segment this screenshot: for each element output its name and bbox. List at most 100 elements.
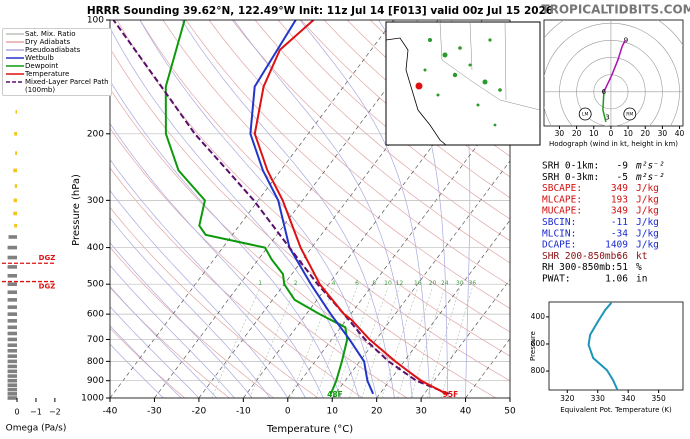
dry-adiabat [277, 20, 510, 220]
param-label: RH 300-850mb: [542, 262, 616, 273]
param-unit: % [636, 262, 642, 273]
omega-bar [7, 364, 18, 369]
x-tick-label: 30 [658, 129, 668, 138]
legend-swatch [6, 57, 24, 59]
height-label: 9 [624, 37, 628, 45]
legend-label: Dry Adiabats [25, 38, 71, 46]
y-tick-label: 900 [87, 376, 104, 386]
thetae-line [587, 302, 619, 391]
pseudoadiabat [110, 122, 324, 398]
x-tick-label: 20 [640, 129, 650, 138]
pseudoadiabat [181, 20, 395, 398]
omega-bar [14, 223, 18, 228]
omega-bar [13, 211, 18, 216]
y-tick-label: 800 [87, 357, 104, 367]
surface-label: 95F [443, 390, 459, 399]
legend-label: Sat. Mix. Ratio [25, 30, 76, 38]
omega-bar [7, 282, 18, 287]
legend-item: Mixed-Layer Parcel Path (100mb) [5, 78, 109, 94]
isotherm [287, 101, 510, 398]
omega-bar [14, 131, 18, 136]
param-unit: m²s⁻² [635, 172, 665, 183]
param-value: 66 [617, 251, 629, 262]
hodograph-frame [543, 19, 684, 127]
y-tick-label: 400 [531, 312, 546, 321]
hodograph-line [602, 91, 607, 123]
isotherm [331, 160, 510, 398]
map-inset [385, 21, 541, 146]
param-value: -34 [611, 228, 628, 239]
omega-bar [7, 343, 18, 348]
omega-bar [7, 245, 18, 250]
omega-bar [7, 354, 18, 358]
x-tick-label: 20 [371, 407, 383, 417]
param-unit: m²s⁻² [635, 161, 665, 172]
omega-bar [7, 265, 18, 269]
param-label: MLCAPE: [542, 194, 582, 205]
mixing-ratio-label: 10 [384, 280, 392, 287]
omega-bar [7, 387, 18, 392]
y-tick-label: 200 [87, 129, 104, 139]
legend-swatch [6, 81, 24, 83]
mixing-ratio-label: 20 [429, 280, 437, 287]
omega-bar [15, 151, 18, 155]
param-value: 1409 [605, 240, 628, 251]
omega-bar [7, 290, 18, 295]
param-value: -5 [617, 172, 628, 183]
x-tick-label: 350 [651, 394, 666, 403]
param-value: 193 [611, 194, 628, 205]
dry-adiabat [110, 167, 363, 398]
plot-frame [109, 19, 511, 399]
omega-bar [7, 273, 18, 278]
mixing-ratio-label: 36 [469, 280, 477, 287]
x-tick-label: 0 [285, 407, 291, 417]
dry-adiabat [208, 20, 510, 286]
hodograph-caption: Hodograph (wind in kt, height in km) [549, 140, 678, 148]
omega-bar [7, 305, 18, 309]
y-axis-label: Pressure [529, 331, 537, 361]
param-label: PWAT: [542, 274, 571, 285]
omega-bar [7, 298, 18, 302]
pseudoadiabat [299, 20, 431, 398]
omega-bar [7, 325, 18, 330]
height-label: 3 [605, 113, 609, 121]
omega-bar [7, 319, 18, 323]
mixing-ratio-label: 12 [396, 280, 404, 287]
param-unit: kt [636, 251, 647, 262]
dry-adiabat [323, 20, 510, 178]
profile-line [249, 20, 375, 395]
omega-bar [7, 359, 18, 364]
chart-title: HRRR Sounding 39.62°N, 122.49°W Init: 11… [87, 5, 553, 17]
dgz-label: DGZ [39, 283, 56, 291]
mixing-ratio-line [334, 287, 375, 398]
param-unit: J/kg [636, 228, 659, 239]
x-tick-label: 10 [623, 129, 633, 138]
pseudoadiabat [110, 158, 306, 398]
legend-item: Dry Adiabats [5, 38, 109, 46]
dry-adiabat [185, 20, 510, 309]
mixing-ratio-label: 1 [258, 280, 262, 287]
isotherm [420, 278, 510, 398]
x-tick-label: 40 [675, 129, 685, 138]
mixing-ratio-line [410, 287, 446, 398]
dry-adiabat [231, 20, 510, 264]
pseudoadiabat [110, 325, 182, 398]
param-unit: J/kg [636, 240, 659, 251]
pseudoadiabat [110, 217, 271, 398]
omega-bar [13, 198, 18, 203]
legend-swatch [6, 49, 24, 51]
dry-adiabat [110, 286, 230, 398]
y-tick-label: 300 [87, 196, 104, 206]
omega-bar [7, 374, 18, 378]
pseudoadiabat [110, 27, 360, 398]
legend-item: Temperature [5, 70, 109, 78]
isotherm [376, 219, 510, 398]
storm-motion-label: RM [626, 112, 633, 118]
legend-item: Pseudoadiabats [5, 46, 109, 54]
mixing-ratio-label: 30 [456, 280, 464, 287]
dry-adiabat [162, 20, 510, 333]
y-tick-label: 600 [531, 339, 546, 348]
dry-adiabat [110, 47, 497, 398]
site-name: TROPICALTIDBITS.COM [541, 3, 690, 17]
